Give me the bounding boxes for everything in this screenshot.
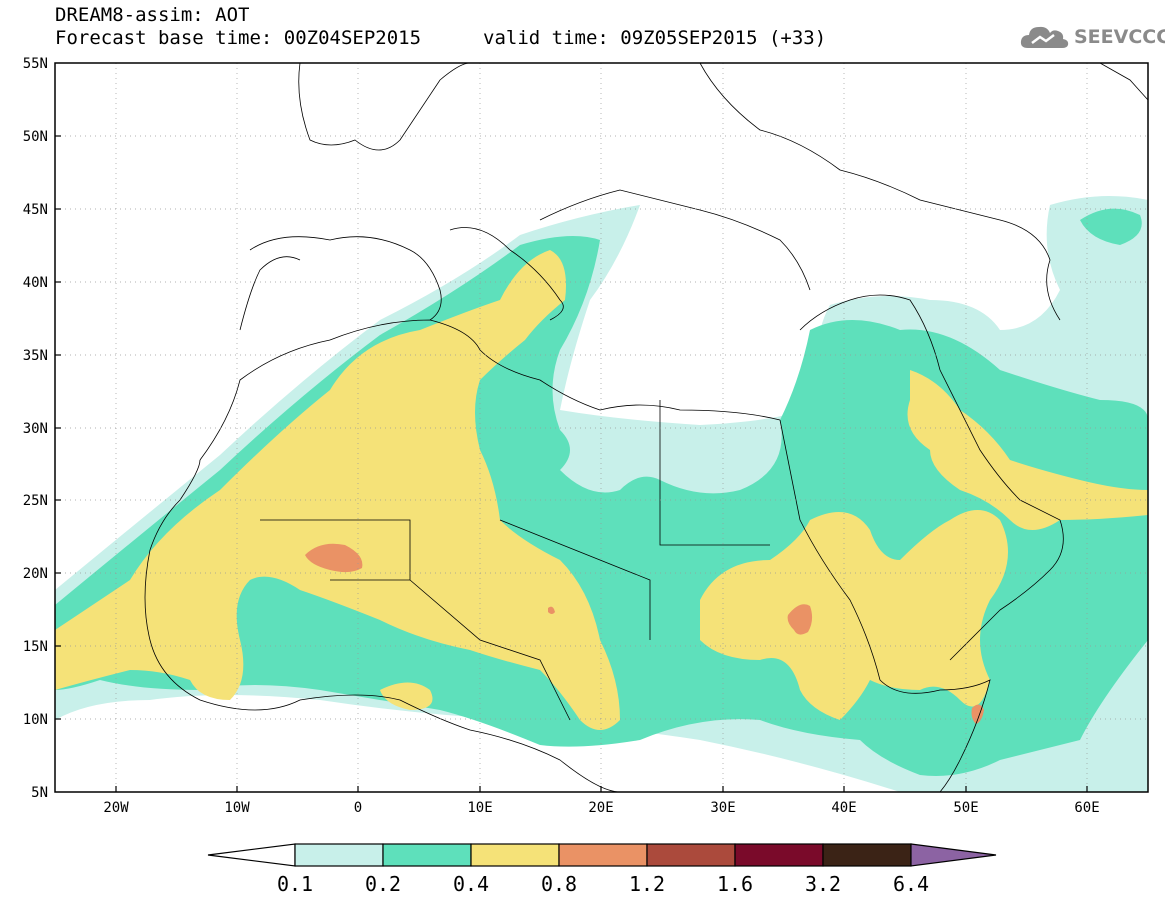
valid-time: valid time: 09Z05SEP2015 (+33) bbox=[483, 27, 827, 49]
seevccc-logo: SEEVCCC bbox=[1018, 20, 1165, 54]
colorbar-label: 1.6 bbox=[717, 872, 753, 896]
colorbar-label: 0.4 bbox=[453, 872, 489, 896]
lat-label: 40N bbox=[23, 275, 48, 291]
lon-label: 50E bbox=[953, 800, 978, 816]
gridlines bbox=[55, 63, 1148, 792]
lon-label: 0 bbox=[354, 800, 362, 816]
lat-label: 45N bbox=[23, 202, 48, 218]
lon-label: 60E bbox=[1074, 800, 1099, 816]
lat-label: 15N bbox=[23, 639, 48, 655]
aot-band-0.8 bbox=[305, 543, 984, 724]
lon-label: 10E bbox=[467, 800, 492, 816]
lat-label: 35N bbox=[23, 348, 48, 364]
colorbar-swatch bbox=[382, 843, 472, 867]
aot-field bbox=[55, 196, 1148, 792]
aot-band-0.4 bbox=[55, 250, 1148, 730]
longitude-labels: 20W 10W 0 10E 20E 30E 40E 50E 60E bbox=[103, 800, 1099, 816]
colorbar-label: 3.2 bbox=[805, 872, 841, 896]
colorbar-label: 1.2 bbox=[629, 872, 665, 896]
logo-text: SEEVCCC bbox=[1074, 26, 1165, 48]
colorbar-swatch bbox=[558, 843, 648, 867]
lat-label: 5N bbox=[31, 785, 48, 801]
lon-label: 20W bbox=[103, 800, 129, 816]
colorbar-swatch bbox=[822, 843, 912, 867]
colorbar-label: 0.1 bbox=[277, 872, 313, 896]
colorbar-swatch bbox=[734, 843, 824, 867]
lat-label: 50N bbox=[23, 129, 48, 145]
colorbar-label: 6.4 bbox=[893, 872, 929, 896]
colorbar-under-triangle bbox=[207, 843, 296, 867]
lon-label: 20E bbox=[588, 800, 613, 816]
lat-label: 10N bbox=[23, 712, 48, 728]
colorbar: 0.1 0.2 0.4 0.8 1.2 1.6 3.2 6.4 bbox=[207, 843, 997, 896]
colorbar-swatch bbox=[294, 843, 384, 867]
lat-label: 30N bbox=[23, 421, 48, 437]
lat-label: 20N bbox=[23, 566, 48, 582]
axis-ticks bbox=[55, 135, 1088, 792]
colorbar-swatch bbox=[646, 843, 736, 867]
colorbar-swatch bbox=[470, 843, 560, 867]
latitude-labels: 55N 50N 45N 40N 35N 30N 25N 20N 15N 10N … bbox=[23, 56, 48, 801]
coastlines bbox=[144, 63, 1148, 792]
colorbar-over-triangle bbox=[910, 843, 997, 867]
cloud-icon bbox=[1020, 26, 1069, 48]
forecast-base-time: Forecast base time: 00Z04SEP2015 bbox=[55, 27, 422, 49]
lat-label: 55N bbox=[23, 56, 48, 72]
lon-label: 30E bbox=[710, 800, 735, 816]
colorbar-label: 0.2 bbox=[365, 872, 401, 896]
lat-label: 25N bbox=[23, 493, 48, 509]
map-title: DREAM8-assim: AOT bbox=[55, 4, 250, 26]
colorbar-label: 0.8 bbox=[541, 872, 577, 896]
lon-label: 10W bbox=[224, 800, 250, 816]
lon-label: 40E bbox=[831, 800, 856, 816]
